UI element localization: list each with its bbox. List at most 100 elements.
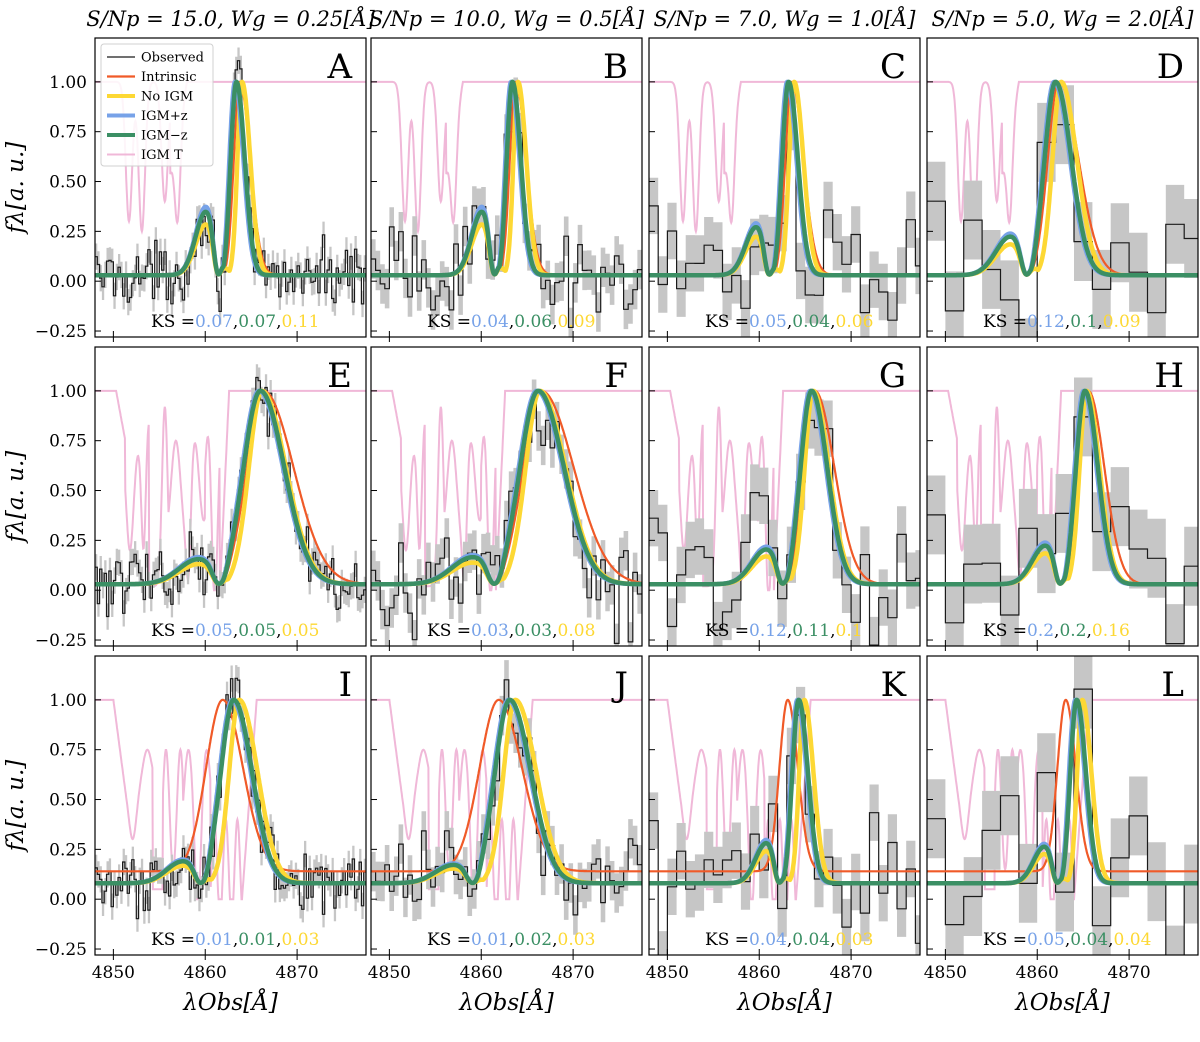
y-tick-label: −0.25 [35,322,87,342]
x-tick-label: 4870 [1107,963,1150,983]
column-title-3: S/Np = 7.0, Wg = 1.0[Å] [654,6,917,31]
panel-C: C KS =0.05,0.04,0.06 [648,37,921,342]
ks-separator: , [787,621,792,641]
x-tick-label: 4860 [738,963,781,983]
ks-separator: , [552,930,557,950]
panel-letter: L [1161,665,1184,705]
observed-spectrum-line [371,398,642,644]
panel-B: BKS =0.04,0.06,0.09 [370,37,643,342]
ks-igm-minus-value: 0.1 [1070,312,1097,332]
ks-prefix: KS = [151,930,195,950]
ks-separator: , [276,930,281,950]
igm-minus-z-model-line [927,388,1198,587]
ks-igm-plus-value: 0.2 [1027,621,1054,641]
observed-error-band [95,665,366,932]
panel-frame [648,37,921,338]
ks-prefix: KS = [983,312,1027,332]
igm-minus-z-model-line [371,697,642,886]
y-tick-label: 0.00 [49,272,87,292]
y-tick-label: 0.25 [49,222,87,242]
legend-label-no-igm: No IGM [141,90,193,105]
y-tick-label: 0.75 [49,123,87,143]
ks-no-igm-value: 0.09 [1103,312,1141,332]
ks-prefix: KS = [151,312,195,332]
ks-igm-minus-value: 0.04 [792,930,830,950]
x-tick-label: 4860 [460,963,503,983]
ks-igm-minus-value: 0.06 [514,312,552,332]
y-tick-label: 1.00 [49,73,87,93]
ks-annotation: KS =0.2,0.2,0.16 [983,621,1130,641]
panel-F: FKS =0.03,0.03,0.08 [370,346,643,651]
panel-frame [370,655,643,956]
ks-prefix: KS = [427,312,471,332]
panel-I: −0.25 0.00 0.25 0.50 0.75 1.00 4850 4860 4870 I KS… [3,655,367,1016]
panel-grid: −0.250.000.250.500.751.00 AKS =0.07,0.07,… [3,37,1199,1016]
panel-letter: B [603,47,628,87]
ks-annotation: KS =0.05,0.04,0.06 [705,312,873,332]
y-tick-label: 0.00 [49,890,87,910]
y-axis-label: fλ[a. u.] [3,451,29,545]
panel-letter: D [1157,47,1184,87]
ks-separator: , [830,930,835,950]
ks-igm-plus-value: 0.04 [471,312,509,332]
ks-annotation: KS =0.05,0.05,0.05 [151,621,319,641]
ks-separator: , [830,312,835,332]
ks-separator: , [1097,312,1102,332]
ks-no-igm-value: 0.1 [836,621,863,641]
ks-igm-plus-value: 0.05 [749,312,787,332]
y-tick-label: 0.00 [49,581,87,601]
panel-letter: E [327,356,352,396]
ks-prefix: KS = [705,930,749,950]
x-tick-label: 4860 [184,963,227,983]
ks-igm-minus-value: 0.11 [792,621,830,641]
ks-igm-plus-value: 0.04 [749,930,787,950]
ks-separator: , [233,621,238,641]
ks-prefix: KS = [983,930,1027,950]
ks-no-igm-value: 0.03 [558,930,596,950]
y-tick-label: −0.25 [35,631,87,651]
ks-igm-minus-value: 0.04 [792,312,830,332]
ks-separator: , [552,312,557,332]
igm-minus-z-model-line [95,388,366,587]
x-tick-label: 4860 [1016,963,1059,983]
y-tick-label: 0.25 [49,840,87,860]
legend-label-observed: Observed [141,51,204,66]
panel-letter: C [880,47,906,87]
ks-igm-minus-value: 0.02 [514,930,552,950]
panel-letter: K [881,665,907,705]
ks-igm-plus-value: 0.12 [749,621,787,641]
igm-transmission-line [371,389,642,592]
x-tick-label: 4870 [829,963,872,983]
ks-annotation: KS =0.12,0.11,0.1 [705,621,863,641]
panel-E: −0.250.000.250.500.751.00 EKS =0.05,0.05,… [3,346,367,651]
ks-separator: , [787,930,792,950]
igm-minus-z-model-line [927,697,1198,886]
panel-frame [370,37,643,338]
igm-minus-z-model-line [95,697,366,886]
ks-separator: , [509,930,514,950]
observed-spectrum-line [927,416,1198,645]
y-tick-label: 1.00 [49,691,87,711]
x-tick-label: 4850 [92,963,135,983]
ks-annotation: KS =0.04,0.04,0.03 [705,930,873,950]
ks-separator: , [1065,930,1070,950]
ks-no-igm-value: 0.04 [1114,930,1152,950]
igm-transmission-line [95,80,366,235]
ks-no-igm-value: 0.06 [836,312,874,332]
panel-frame [648,655,921,956]
y-tick-label: 1.00 [49,382,87,402]
legend-label-igm-minus-z: IGM−z [141,129,188,144]
igm-transmission-line [927,389,1198,592]
panel-frame [926,655,1199,956]
x-axis-label: λObs[Å] [1014,988,1110,1016]
igm-transmission-line [95,389,366,592]
igm-minus-z-model-line [649,697,920,886]
observed-spectrum-line [371,679,642,916]
ks-no-igm-value: 0.03 [282,930,320,950]
legend-label-igm-plus-z: IGM+z [141,109,188,124]
ks-separator: , [1108,930,1113,950]
igm-transmission-line [649,80,920,235]
ks-no-igm-value: 0.16 [1092,621,1130,641]
